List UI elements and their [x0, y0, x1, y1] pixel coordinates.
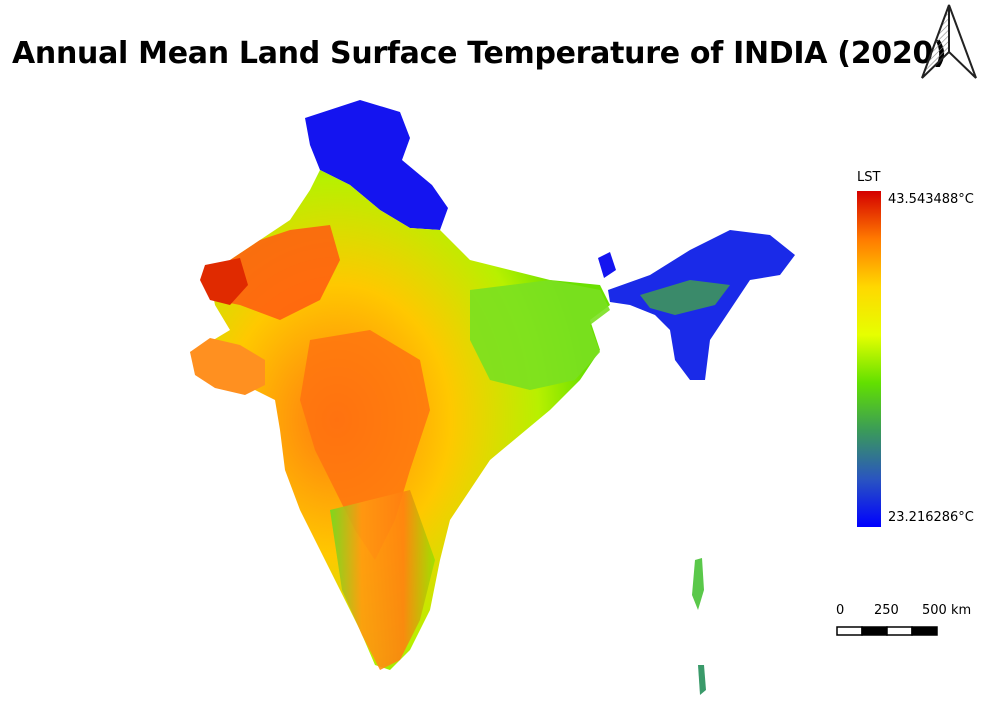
legend-title: LST: [857, 170, 881, 185]
region-sikkim: [598, 252, 616, 278]
scale-label-250: 250: [874, 603, 899, 618]
india-lst-map: [190, 100, 795, 695]
region-gujarat: [190, 338, 265, 395]
scale-bar: 0 250 500 km: [832, 603, 982, 643]
region-east: [470, 280, 610, 390]
scale-bar-graphic: [836, 626, 938, 636]
region-northeast-valley: [640, 280, 730, 315]
scale-label-0: 0: [836, 603, 845, 618]
region-south: [330, 490, 435, 670]
scale-label-500: 500 km: [922, 603, 972, 618]
map-title: Annual Mean Land Surface Temperature of …: [12, 36, 947, 71]
legend-color-ramp: [857, 191, 881, 527]
region-far-west: [200, 258, 248, 305]
legend-max-label: 43.543488°C: [888, 192, 974, 207]
north-arrow-icon: [921, 4, 977, 79]
legend-min-label: 23.216286°C: [888, 510, 974, 525]
andaman-islands-south: [698, 665, 706, 695]
andaman-islands: [692, 558, 704, 610]
region-north: [305, 100, 448, 230]
region-west-hot: [210, 225, 340, 320]
